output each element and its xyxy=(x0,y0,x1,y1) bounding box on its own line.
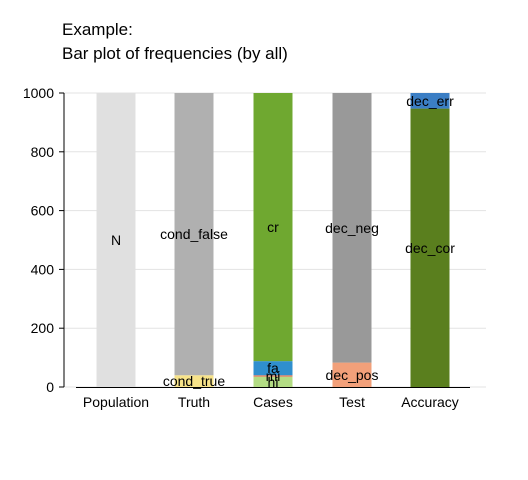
x-tick-label-truth: Truth xyxy=(178,394,210,410)
chart-title-line-2: Bar plot of frequencies (by all) xyxy=(62,44,288,63)
bar-label-dec_pos: dec_pos xyxy=(326,367,379,383)
bar-segment-mi xyxy=(253,375,293,377)
bar-label-hi: hi xyxy=(268,374,279,390)
bar-segment-fa xyxy=(253,361,293,376)
bar-label-dec_cor: dec_cor xyxy=(405,240,455,256)
bar-label-cond_true: cond_true xyxy=(163,373,225,389)
y-tick-label-1000: 1000 xyxy=(23,85,54,101)
y-tick-label-200: 200 xyxy=(31,320,55,336)
y-tick-label-600: 600 xyxy=(31,203,55,219)
bar-segment-cond_true xyxy=(174,375,214,387)
bar-segment-hi xyxy=(253,376,293,387)
bar-label-fa: fa xyxy=(267,360,279,376)
y-tick-label-400: 400 xyxy=(31,261,55,277)
x-tick-label-cases: Cases xyxy=(253,394,293,410)
bar-segment-dec_neg xyxy=(332,93,372,363)
y-tick-label-0: 0 xyxy=(46,379,54,395)
x-tick-label-accuracy: Accuracy xyxy=(401,394,459,410)
bar-segment-dec_cor xyxy=(410,108,450,387)
bar-label-dec_neg: dec_neg xyxy=(325,220,379,236)
x-tick-label-population: Population xyxy=(83,394,149,410)
bar-segment-dec_err xyxy=(410,93,450,109)
bar-label-cr: cr xyxy=(267,219,279,235)
bar-segment-cr xyxy=(253,93,293,362)
bar-label-dec_err: dec_err xyxy=(406,93,454,109)
x-tick-label-test: Test xyxy=(339,394,365,410)
bar-segment-dec_pos xyxy=(332,362,372,387)
bar-segment-N xyxy=(96,93,136,387)
bar-label-N: N xyxy=(111,232,121,248)
chart-title-line-1: Example: xyxy=(62,20,133,39)
y-tick-label-800: 800 xyxy=(31,144,55,160)
bar-label-cond_false: cond_false xyxy=(160,226,228,242)
bar-segment-cond_false xyxy=(174,93,214,376)
bar-label-mi: mi xyxy=(266,368,281,384)
